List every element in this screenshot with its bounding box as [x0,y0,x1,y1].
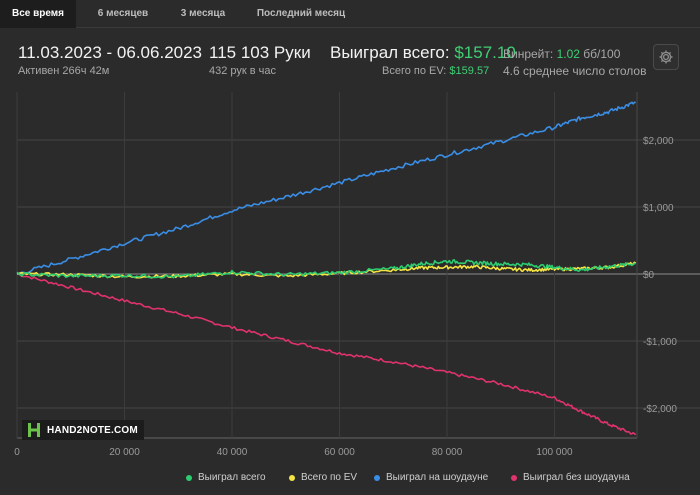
chart-axes: $2,000 $1,000 $0 -$1,000 -$2,000 0 20 000 40 00… [14,136,677,458]
x-tick-label: 80 000 [432,447,463,458]
x-tick-label: 20 000 [109,447,140,458]
tab-last-month[interactable]: Последний месяц [256,8,346,19]
series-won-total [16,259,636,279]
chart-background [0,92,700,472]
y-tick-label: $0 [643,270,655,281]
legend-won-total[interactable]: Выиграл всего [186,472,266,483]
legend-ev[interactable]: Всего по EV [289,472,357,483]
won-total-label: Выиграл всего: [330,43,450,62]
winrate: Винрейт: 1.02 бб/100 [503,47,620,61]
legend-label-showdown: Выиграл на шоудауне [386,472,489,483]
hand2note-logo: HAND2NOTE.COM [22,420,144,440]
date-range: 11.03.2023 - 06.06.2023 [18,43,203,62]
hands-per-hour: 432 рук в час [209,65,277,77]
legend-showdown[interactable]: Выиграл на шоудауне [374,472,488,483]
x-tick-label: 40 000 [217,447,248,458]
legend-dot-ev [289,474,295,481]
chart-series [16,101,637,436]
winrate-value: 1.02 [556,47,580,61]
ev-total: Всего по EV: $159.57 [382,65,489,77]
series-ev [16,261,637,279]
won-total: Выиграл всего: $157.10 [330,43,516,63]
period-tabs: Все время 6 месяцев 3 месяца Последний м… [0,0,700,28]
profit-chart: $2,000 $1,000 $0 -$1,000 -$2,000 0 20 000 40 00… [0,92,700,495]
active-time: Активен 266ч 42м [18,65,110,77]
winrate-label: Винрейт: [503,47,554,61]
legend-dot-won-total [186,474,192,481]
tab-3-months[interactable]: 3 месяца [180,8,226,19]
chart-grid [16,92,700,439]
y-tick-label: $2,000 [643,136,674,147]
legend-label-non-showdown: Выиграл без шоудауна [523,472,630,483]
settings-button[interactable] [653,44,679,70]
logo-text: HAND2NOTE.COM [47,424,138,436]
legend-label-ev: Всего по EV [301,472,358,483]
legend-label-won-total: Выиграл всего [198,472,266,483]
legend-non-showdown[interactable]: Выиграл без шоудауна [511,472,630,483]
ev-value: $159.57 [449,65,490,77]
tab-6-months[interactable]: 6 месяцев [97,8,149,19]
y-tick-label: -$1,000 [643,337,677,348]
legend-dot-non-showdown [511,474,517,481]
tab-all-time[interactable]: Все время [0,0,76,28]
series-non-showdown [16,273,637,436]
series-showdown [16,101,636,275]
x-tick-label: 100 000 [536,447,573,458]
legend-dot-showdown [374,474,380,481]
logo-mark-icon [26,422,42,438]
ev-label: Всего по EV: [382,65,447,77]
avg-tables: 4.6 среднее число столов [503,64,647,78]
chart-svg: $2,000 $1,000 $0 -$1,000 -$2,000 0 20 000 40 00… [0,92,700,472]
winrate-unit: бб/100 [583,47,621,61]
chart-legend: Выиграл всего Всего по EV Выиграл на шоу… [0,472,700,490]
y-tick-label: $1,000 [643,203,674,214]
won-total-value: $157.10 [454,43,516,62]
x-tick-label: 0 [14,447,20,458]
y-tick-label: -$2,000 [643,404,677,415]
hands-count: 115 103 Руки [209,43,311,62]
x-tick-label: 60 000 [324,447,355,458]
gear-icon [659,50,673,64]
